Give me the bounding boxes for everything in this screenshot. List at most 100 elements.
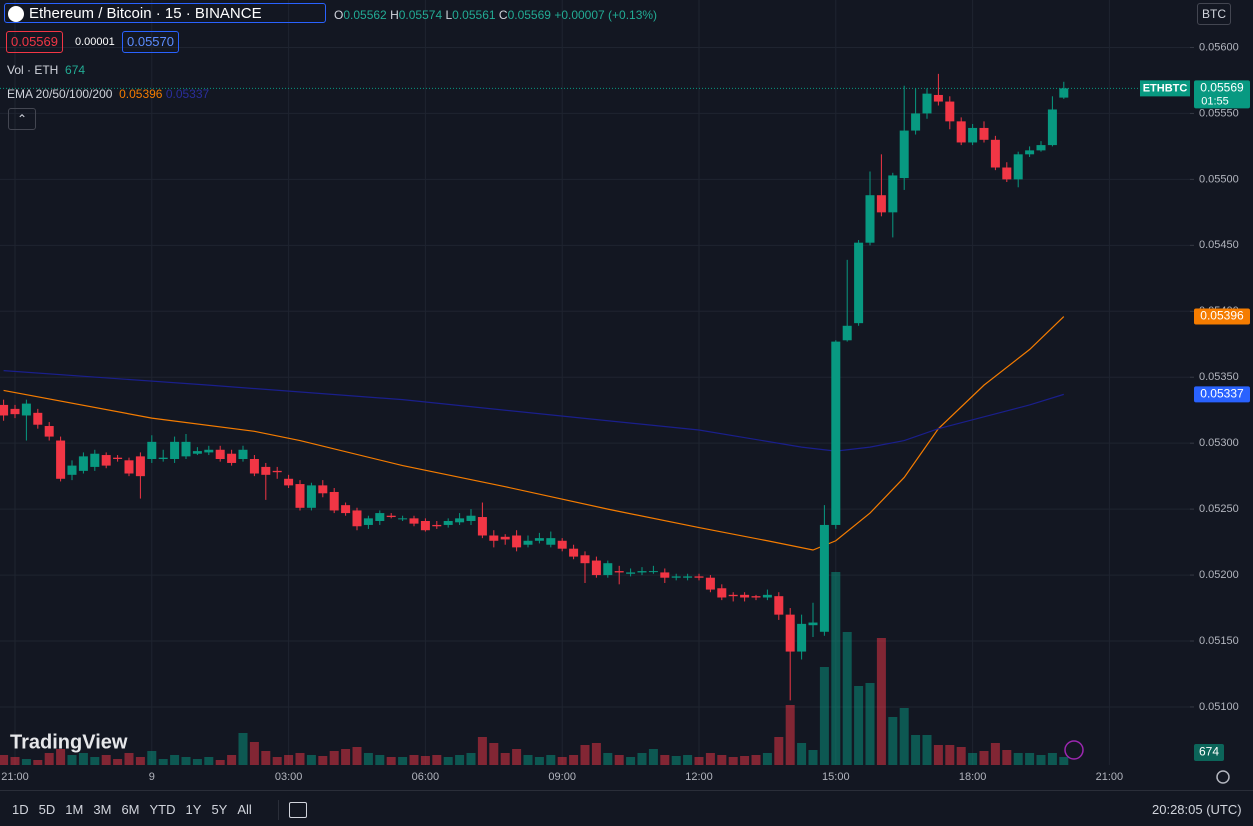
spread: 0.00001 — [75, 36, 115, 48]
y-tick-label: 0.05600 — [1199, 41, 1239, 53]
candle-body — [922, 93, 932, 114]
separator — [278, 800, 279, 820]
bid[interactable]: 0.05569 — [6, 31, 63, 53]
volume-bar — [1025, 753, 1035, 765]
volume-bar — [56, 749, 66, 765]
candle-body — [523, 540, 533, 545]
ohlc-value: 0.05574 — [398, 8, 443, 22]
range-button[interactable]: 5Y — [211, 802, 228, 817]
volume-tag-bg — [1194, 744, 1224, 761]
ohlc-value: 0.05569 — [507, 8, 551, 22]
range-button[interactable]: 5D — [38, 802, 56, 817]
volume-bar — [956, 747, 966, 765]
y-tick-label: 0.05350 — [1199, 371, 1239, 383]
candle-body — [660, 572, 670, 578]
volume-bar — [569, 755, 579, 765]
x-tick-label: 21:00 — [1096, 771, 1124, 783]
volume-bar — [865, 683, 875, 765]
candle-body — [546, 538, 556, 545]
volume-bar — [238, 733, 248, 765]
candle-body — [899, 130, 909, 179]
currency[interactable]: BTC — [1197, 3, 1231, 25]
candle-body — [443, 520, 453, 525]
symbol-logo — [8, 6, 24, 22]
volume-bar — [0, 755, 9, 765]
volume-bar — [557, 757, 567, 765]
ohlc-value: 0.05562 — [343, 8, 387, 22]
volume-legend: Vol · ETH 674 — [7, 62, 85, 78]
candle-body — [101, 455, 111, 466]
ask[interactable]: 0.05570 — [122, 31, 179, 53]
candle-body — [626, 572, 636, 574]
symbol-tag-bg — [1140, 80, 1190, 97]
candle-body — [945, 101, 955, 122]
candle-body — [740, 594, 750, 598]
clock: 20:28:05 (UTC) — [1152, 802, 1242, 817]
candle-body — [819, 524, 829, 632]
range-button[interactable]: 3M — [93, 802, 112, 817]
volume-bar — [44, 753, 54, 765]
volume-bar — [819, 667, 829, 765]
volume-bar — [10, 757, 20, 765]
volume-bar — [785, 705, 795, 765]
range-button[interactable]: 1M — [65, 802, 84, 817]
candle-body — [192, 451, 202, 454]
x-tick-label: 21:00 — [1, 771, 29, 783]
ohlc-key: H — [390, 8, 399, 22]
range-button[interactable]: 1Y — [185, 802, 202, 817]
candle-body — [979, 127, 989, 140]
candle-body — [124, 460, 134, 474]
volume-bar — [523, 755, 533, 765]
candle-body — [512, 535, 522, 548]
symbol-box[interactable]: Ethereum / Bitcoin · 15 · BINANCE — [4, 3, 326, 23]
candle-body — [751, 596, 761, 598]
candle-body — [694, 576, 704, 578]
ohlc-value: 0.05561 — [452, 8, 496, 22]
volume-bar — [660, 755, 670, 765]
volume-bar — [295, 753, 305, 765]
volume-bar — [979, 751, 989, 765]
collapse-button[interactable]: ⌃ — [8, 108, 36, 130]
candle-body — [44, 426, 54, 437]
volume-bar — [284, 755, 294, 765]
range-button[interactable]: 6M — [121, 802, 140, 817]
volume-bar — [329, 751, 339, 765]
volume-bar — [774, 737, 784, 765]
symbol-tag: ETHBTC — [1143, 82, 1188, 94]
date-range-button[interactable] — [289, 802, 307, 818]
volume-bar — [363, 753, 373, 765]
candle-body — [591, 560, 601, 576]
candle-body — [455, 518, 465, 523]
volume-bar — [717, 755, 727, 765]
candle-body — [614, 571, 624, 573]
candle-body — [1025, 150, 1035, 155]
candle-body — [831, 341, 841, 525]
volume-bar — [842, 632, 852, 765]
candle-body — [500, 536, 510, 540]
x-tick-label: 18:00 — [959, 771, 987, 783]
candle-body — [968, 127, 978, 143]
volume-bar — [21, 759, 31, 765]
volume-bar — [432, 755, 442, 765]
volume-bar — [249, 742, 259, 765]
candle-body — [557, 540, 567, 549]
x-tick-label: 15:00 — [822, 771, 850, 783]
volume-bar — [170, 755, 180, 765]
range-button[interactable]: 1D — [12, 802, 29, 817]
candle-body — [181, 441, 191, 457]
volume-bar — [306, 755, 316, 765]
candle-body — [808, 622, 818, 626]
volume-bar — [626, 757, 636, 765]
candle-body — [569, 548, 579, 557]
candle-body — [876, 195, 886, 213]
ohlc-legend: O0.05562 H0.05574 L0.05561 C0.05569 +0.0… — [334, 7, 657, 23]
range-button[interactable]: All — [237, 802, 252, 817]
candle-body — [1036, 145, 1046, 151]
volume-bar — [990, 743, 1000, 765]
candle-body — [329, 491, 339, 511]
candle-body — [56, 440, 66, 479]
candle-body — [204, 449, 214, 453]
range-button[interactable]: YTD — [149, 802, 176, 817]
volume-tag: 674 — [1199, 745, 1219, 759]
volume-bar — [546, 755, 556, 765]
